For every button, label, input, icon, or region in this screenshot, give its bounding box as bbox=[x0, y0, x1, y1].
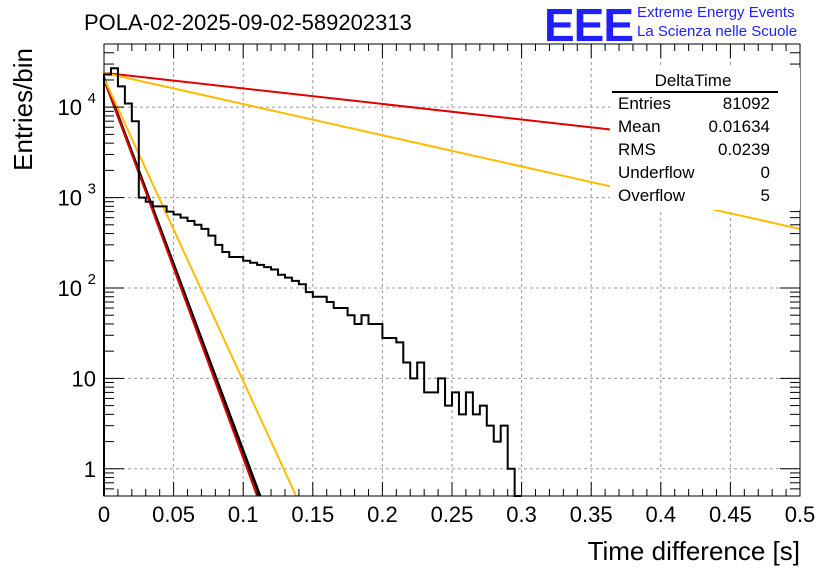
x-tick-label: 0.25 bbox=[431, 502, 474, 527]
y-tick-exponent: 3 bbox=[88, 181, 96, 198]
y-axis-title: Entries/bin bbox=[8, 48, 38, 171]
stats-label: RMS bbox=[618, 140, 656, 159]
stats-label: Entries bbox=[618, 94, 671, 113]
fit-line bbox=[103, 77, 259, 497]
x-tick-labels: 0 0.05 0.1 0.15 0.2 0.25 0.3 0.35 0.4 0.45 0.5 bbox=[98, 502, 815, 527]
y-tick-exponent: 4 bbox=[88, 90, 96, 107]
y-tick-label: 10 bbox=[58, 186, 82, 211]
chart-title: POLA-02-2025-09-02-589202313 bbox=[84, 10, 412, 35]
y-tick-labels: 1 10 10 2 10 3 10 4 bbox=[58, 90, 96, 482]
x-tick-label: 0.05 bbox=[152, 502, 195, 527]
stats-value: 0.01634 bbox=[709, 117, 770, 136]
logo-line-1: Extreme Energy Events bbox=[637, 4, 795, 21]
y-tick-label: 10 bbox=[58, 95, 82, 120]
x-tick-label: 0.1 bbox=[228, 502, 259, 527]
x-tick-label: 0.5 bbox=[785, 502, 816, 527]
eee-logo: EEE Extreme Energy Events La Scienza nel… bbox=[540, 0, 836, 51]
histogram-outline bbox=[103, 67, 522, 497]
y-tick-label: 1 bbox=[84, 457, 96, 482]
logo-line-2: La Scienza nelle Scuole bbox=[637, 23, 798, 40]
x-tick-label: 0.3 bbox=[506, 502, 537, 527]
x-tick-label: 0 bbox=[98, 502, 110, 527]
x-tick-label: 0.4 bbox=[646, 502, 677, 527]
logo-letters: EEE bbox=[544, 0, 634, 51]
x-tick-label: 0.45 bbox=[709, 502, 752, 527]
stats-value: 0.0239 bbox=[718, 140, 770, 159]
y-tick-exponent: 2 bbox=[88, 271, 96, 288]
x-axis-title: Time difference [s] bbox=[588, 536, 800, 566]
tick-layer bbox=[103, 43, 801, 497]
y-tick-label: 10 bbox=[58, 276, 82, 301]
y-tick-label: 10 bbox=[72, 366, 96, 391]
x-tick-label: 0.2 bbox=[367, 502, 398, 527]
stats-value: 0 bbox=[761, 163, 770, 182]
stats-label: Mean bbox=[618, 117, 661, 136]
x-tick-label: 0.15 bbox=[291, 502, 334, 527]
stats-label: Overflow bbox=[618, 186, 686, 205]
stats-title: DeltaTime bbox=[655, 71, 732, 90]
stats-box: DeltaTime Entries 81092 Mean 0.01634 RMS 0.02… bbox=[610, 68, 800, 210]
stats-value: 81092 bbox=[723, 94, 770, 113]
stats-label: Underflow bbox=[618, 163, 695, 182]
stats-value: 5 bbox=[761, 186, 770, 205]
fit-line bbox=[103, 77, 298, 497]
grid-layer bbox=[104, 44, 800, 496]
x-tick-label: 0.35 bbox=[570, 502, 613, 527]
